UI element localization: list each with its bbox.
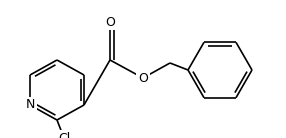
Text: O: O [138, 71, 148, 84]
Text: N: N [25, 99, 35, 112]
Text: O: O [105, 15, 115, 29]
Text: Cl: Cl [58, 132, 70, 138]
